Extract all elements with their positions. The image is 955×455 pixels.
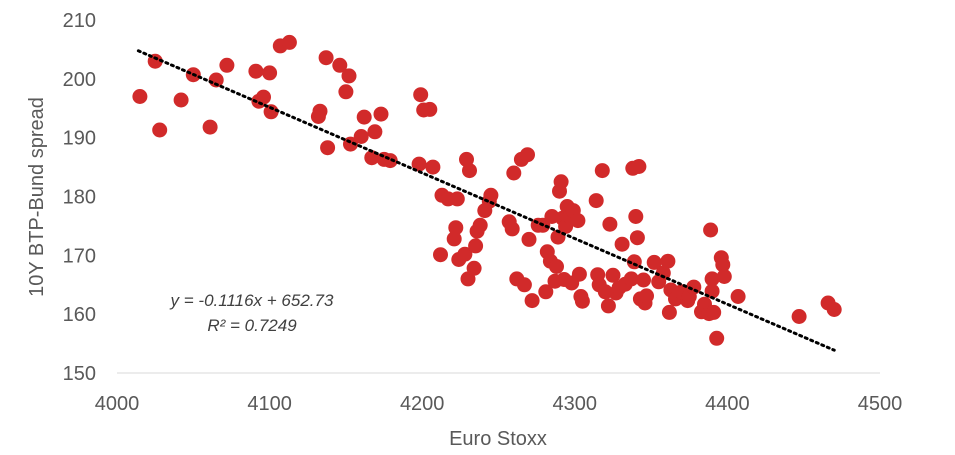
data-point: [281, 34, 297, 50]
data-point: [715, 257, 731, 273]
data-point: [356, 109, 372, 125]
data-point: [256, 89, 271, 105]
x-tick-label: 4300: [553, 393, 598, 415]
data-point: [382, 153, 398, 169]
data-point: [605, 267, 621, 283]
y-tick-label: 160: [63, 304, 96, 326]
data-point: [353, 129, 369, 144]
data-point: [457, 246, 473, 262]
data-point: [425, 159, 441, 175]
data-point: [538, 284, 554, 300]
x-tick-label: 4400: [705, 393, 750, 415]
y-axis-title: 10Y BTP-Bund spread: [26, 97, 48, 297]
data-point: [373, 106, 389, 122]
y-tick-label: 180: [63, 187, 96, 209]
data-point: [367, 124, 383, 140]
x-axis-title: Euro Stoxx: [449, 428, 547, 450]
data-point: [413, 87, 429, 103]
data-point: [655, 265, 671, 281]
data-point: [516, 277, 532, 293]
data-point: [706, 304, 722, 320]
data-point: [433, 247, 448, 263]
data-point: [614, 236, 630, 252]
data-point: [318, 50, 334, 66]
y-tick-label: 200: [63, 69, 96, 91]
y-tick-label: 190: [63, 128, 96, 150]
data-point: [506, 165, 522, 181]
data-point: [132, 89, 148, 104]
data-point: [639, 288, 654, 304]
r-squared-label: R² = 0.7249: [207, 316, 297, 335]
data-points: [132, 34, 842, 346]
data-point: [520, 147, 535, 163]
data-point: [704, 271, 720, 287]
data-point: [262, 65, 278, 81]
data-point: [449, 191, 465, 207]
data-point: [628, 209, 644, 224]
y-tick-label: 150: [63, 363, 96, 385]
x-tick-label: 4200: [400, 393, 445, 415]
data-point: [338, 84, 354, 100]
data-point: [504, 221, 520, 237]
data-point: [629, 230, 645, 246]
data-point: [703, 222, 719, 238]
data-point: [594, 163, 610, 179]
data-point: [202, 119, 218, 135]
data-point: [524, 293, 540, 309]
data-point: [709, 330, 725, 346]
data-point: [574, 293, 590, 309]
x-tick-label: 4500: [858, 393, 903, 415]
data-point: [468, 238, 484, 254]
data-point: [600, 298, 616, 314]
data-point: [248, 63, 264, 79]
data-point: [571, 266, 587, 282]
data-point: [219, 57, 235, 73]
data-point: [730, 289, 746, 304]
data-point: [716, 269, 732, 284]
data-point: [341, 68, 357, 84]
y-axis-ticks: 150 160 170 180 190 200 210: [63, 10, 96, 385]
data-point: [631, 159, 647, 174]
data-point: [483, 187, 499, 203]
data-point: [472, 217, 488, 233]
data-point: [588, 193, 604, 209]
data-point: [636, 272, 651, 288]
data-point: [553, 174, 569, 190]
data-point: [661, 304, 677, 320]
x-tick-label: 4000: [95, 393, 140, 415]
data-point: [411, 156, 427, 172]
data-point: [312, 103, 328, 119]
data-point: [791, 309, 807, 324]
trendline-equation: y = -0.1116x + 652.73: [170, 291, 334, 310]
data-point: [446, 231, 462, 247]
data-point: [646, 254, 662, 270]
data-point: [173, 92, 189, 108]
data-point: [549, 259, 564, 274]
data-point: [320, 140, 336, 156]
data-point: [826, 302, 842, 317]
x-tick-label: 4100: [247, 393, 292, 415]
data-point: [570, 213, 586, 229]
data-point: [448, 220, 464, 236]
data-point: [623, 271, 639, 287]
data-point: [422, 101, 438, 117]
data-point: [152, 122, 168, 138]
data-point: [602, 216, 618, 232]
data-point: [332, 57, 348, 73]
data-point: [626, 254, 642, 270]
y-tick-label: 210: [63, 10, 96, 32]
y-tick-label: 170: [63, 245, 96, 267]
data-point: [660, 253, 676, 269]
data-point: [521, 231, 537, 247]
data-point: [263, 104, 279, 120]
trendline: [136, 49, 836, 352]
data-point: [466, 260, 482, 276]
data-point: [462, 163, 477, 179]
x-axis-ticks: 4000 4100 4200 4300 4400 4500: [95, 393, 903, 415]
